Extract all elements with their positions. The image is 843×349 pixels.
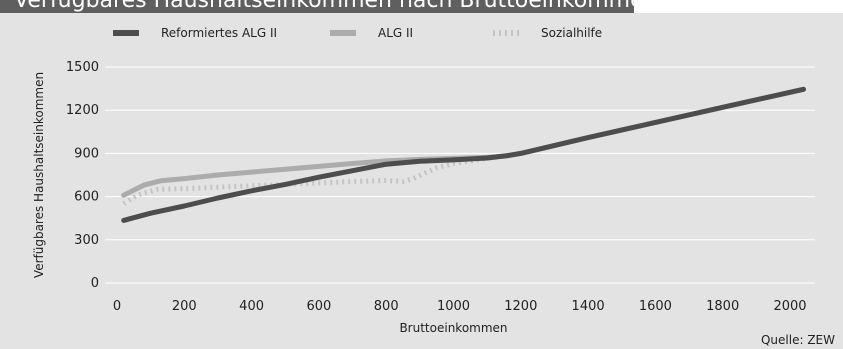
x-tick-label: 600 <box>306 299 331 314</box>
x-tick-label: 1600 <box>639 299 672 314</box>
y-tick-label: 600 <box>74 190 99 205</box>
x-tick-label: 1000 <box>437 299 470 314</box>
legend-label-2: ALG II <box>378 26 413 40</box>
y-tick-label: 0 <box>91 276 99 291</box>
source-note: Quelle: ZEW <box>761 333 835 347</box>
x-tick-label: 800 <box>374 299 399 314</box>
chart-title: Verfügbares Haushaltseinkommen nach Brut… <box>14 0 634 13</box>
x-tick-label: 1800 <box>706 299 739 314</box>
series-line-3 <box>122 150 522 206</box>
chart-title-banner: Verfügbares Haushaltseinkommen nach Brut… <box>0 0 634 13</box>
y-tick-label: 1200 <box>66 103 99 118</box>
x-tick-label: 200 <box>172 299 197 314</box>
y-tick-label: 1500 <box>66 60 99 75</box>
x-tick-label: 1200 <box>504 299 537 314</box>
y-tick-label: 300 <box>74 233 99 248</box>
legend-label-1: Reformiertes ALG II <box>161 26 277 40</box>
series-line-2 <box>121 86 806 198</box>
x-tick-label: 0 <box>113 299 121 314</box>
series-line-1 <box>121 86 806 223</box>
x-axis-label: Bruttoeinkommen <box>399 321 507 335</box>
x-tick-label: 1400 <box>572 299 605 314</box>
y-axis-label: Verfügbares Haushaltseinkommen <box>32 72 46 278</box>
x-tick-label: 400 <box>239 299 264 314</box>
line-chart: 0 300 600 900 1200 1500 0 200 400 600 800 1000 1200 1… <box>32 26 835 347</box>
legend-label-3: Sozialhilfe <box>541 26 602 40</box>
x-tick-label: 2000 <box>773 299 806 314</box>
chart-panel: 0 300 600 900 1200 1500 0 200 400 600 800 1000 1200 1… <box>0 13 843 349</box>
y-tick-label: 900 <box>74 146 99 161</box>
